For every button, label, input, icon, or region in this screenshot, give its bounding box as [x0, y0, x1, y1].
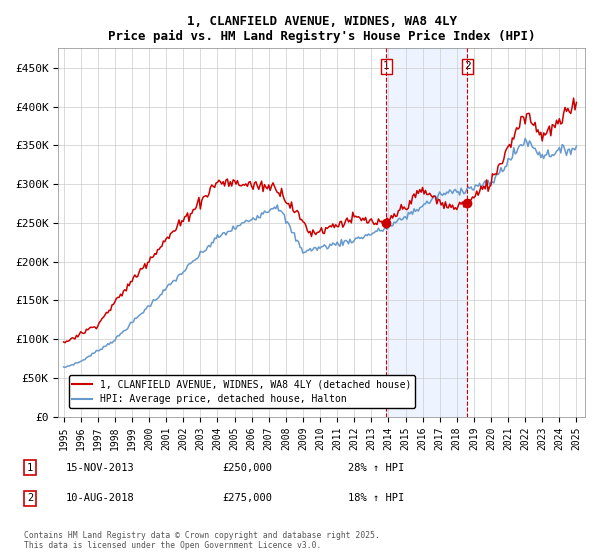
Text: 15-NOV-2013: 15-NOV-2013	[66, 463, 135, 473]
Text: £250,000: £250,000	[222, 463, 272, 473]
Text: 2: 2	[27, 493, 33, 503]
Legend: 1, CLANFIELD AVENUE, WIDNES, WA8 4LY (detached house), HPI: Average price, detac: 1, CLANFIELD AVENUE, WIDNES, WA8 4LY (de…	[68, 375, 415, 408]
Bar	[386, 48, 467, 417]
Title: 1, CLANFIELD AVENUE, WIDNES, WA8 4LY
Price paid vs. HM Land Registry's House Pri: 1, CLANFIELD AVENUE, WIDNES, WA8 4LY Pri…	[108, 15, 535, 43]
Text: 1: 1	[383, 61, 390, 71]
Text: 10-AUG-2018: 10-AUG-2018	[66, 493, 135, 503]
Text: 2: 2	[464, 61, 470, 71]
Text: £275,000: £275,000	[222, 493, 272, 503]
Text: 1: 1	[27, 463, 33, 473]
Text: 28% ↑ HPI: 28% ↑ HPI	[348, 463, 404, 473]
Text: 18% ↑ HPI: 18% ↑ HPI	[348, 493, 404, 503]
Text: Contains HM Land Registry data © Crown copyright and database right 2025.
This d: Contains HM Land Registry data © Crown c…	[24, 530, 380, 550]
